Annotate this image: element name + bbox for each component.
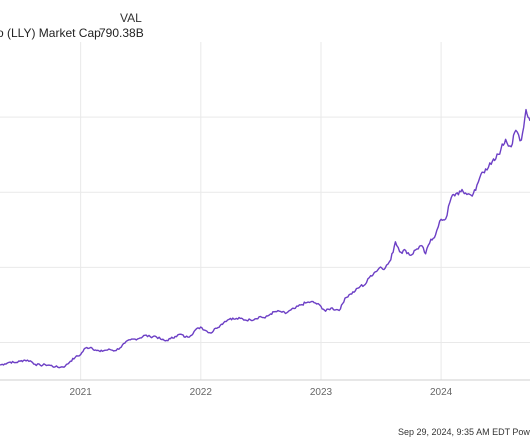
legend-header: VAL [120,11,142,25]
x-tick-label: 2023 [310,387,333,398]
legend-series-value: 790.38B [99,26,144,40]
legend-series-label[interactable]: o (LLY) Market Cap [0,26,101,40]
x-tick-label: 2022 [190,387,213,398]
x-ticks: 2021 2022 2023 2024 [70,387,453,398]
footer-timestamp: Sep 29, 2024, 9:35 AM EDT Powered by [398,427,530,437]
gridlines [0,42,530,380]
x-tick-label: 2024 [430,387,453,398]
x-tick-label: 2021 [70,387,93,398]
series-line-lly-market-cap [0,108,530,369]
